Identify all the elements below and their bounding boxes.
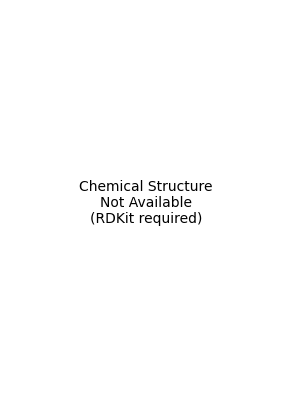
Text: Chemical Structure
Not Available
(RDKit required): Chemical Structure Not Available (RDKit … — [79, 180, 213, 226]
